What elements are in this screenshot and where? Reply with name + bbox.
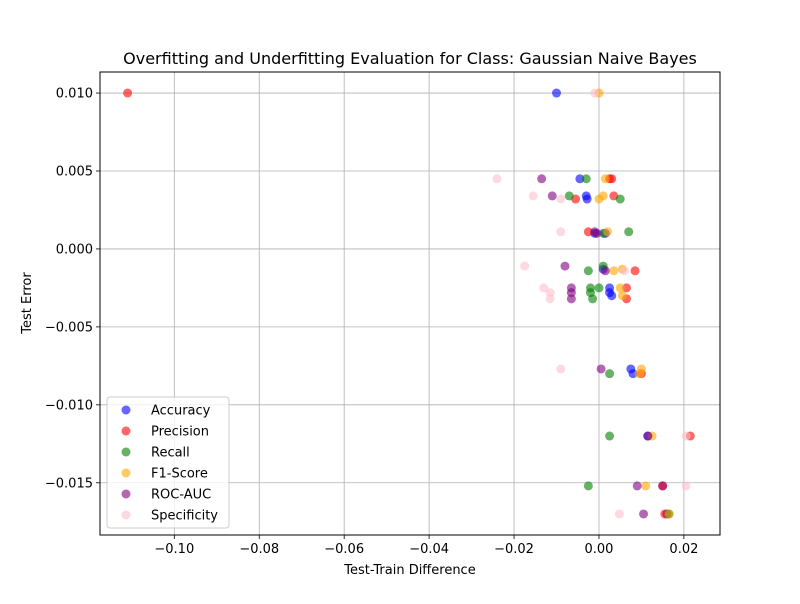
y-axis-label: Test Error — [20, 272, 35, 335]
x-axis-label: Test-Train Difference — [343, 563, 475, 578]
legend-label-accuracy: Accuracy — [151, 404, 211, 419]
x-tick-label: 0.00 — [584, 542, 613, 557]
roc-auc-point — [632, 481, 642, 491]
legend-marker-roc-auc — [121, 489, 131, 499]
recall-point — [564, 191, 574, 201]
specificity-point — [556, 227, 566, 237]
legend-label-f1-score: F1-Score — [151, 467, 208, 482]
f1-score-point — [634, 369, 644, 379]
accuracy-point — [552, 88, 562, 98]
legend-label-roc-auc: ROC-AUC — [151, 488, 211, 503]
legend-marker-accuracy — [121, 405, 131, 415]
x-tick-label: −0.10 — [154, 542, 194, 557]
legend-marker-recall — [121, 447, 131, 457]
precision-point — [583, 227, 593, 237]
precision-point — [622, 283, 632, 293]
accuracy-point — [605, 288, 615, 298]
y-tick-label: −0.005 — [45, 320, 93, 335]
f1-score-point — [641, 481, 651, 491]
y-tick-label: 0.000 — [56, 242, 93, 257]
recall-point — [583, 481, 593, 491]
legend-marker-specificity — [121, 510, 131, 520]
series-roc-auc — [537, 174, 653, 519]
specificity-point — [545, 294, 555, 304]
legend-marker-precision — [121, 426, 131, 436]
roc-auc-point — [547, 191, 557, 201]
precision-point — [123, 88, 133, 98]
precision-point — [630, 266, 640, 276]
specificity-point — [528, 191, 538, 201]
chart-title: Overfitting and Underfitting Evaluation … — [123, 49, 697, 68]
f1-score-point — [615, 283, 625, 293]
recall-point — [583, 266, 593, 276]
x-tick-label: −0.02 — [494, 542, 534, 557]
precision-point — [658, 481, 668, 491]
x-tick-label: 0.02 — [669, 542, 698, 557]
legend: Accuracy Precision Recall F1-Score ROC-AUC Sp… — [106, 396, 230, 529]
roc-auc-point — [639, 509, 649, 519]
x-tick-label: −0.08 — [239, 542, 279, 557]
precision-point — [607, 174, 617, 184]
x-axis-ticks: −0.10 −0.08 −0.06 −0.04 −0.02 0.00 0.02 — [154, 535, 698, 557]
specificity-point — [681, 431, 691, 441]
series-specificity — [492, 88, 691, 519]
x-tick-label: −0.04 — [409, 542, 449, 557]
roc-auc-point — [643, 431, 653, 441]
f1-score-point — [602, 227, 612, 237]
legend-label-specificity: Specificity — [151, 509, 218, 524]
legend-label-recall: Recall — [151, 446, 190, 461]
y-tick-label: 0.010 — [56, 87, 93, 102]
data-points — [123, 88, 695, 519]
recall-point — [624, 227, 634, 237]
recall-point — [594, 283, 604, 293]
roc-auc-point — [566, 288, 576, 298]
f1-score-point — [609, 266, 619, 276]
x-tick-label: −0.06 — [324, 542, 364, 557]
axes-frame — [99, 71, 721, 536]
accuracy-point — [582, 194, 592, 204]
specificity-point — [556, 194, 566, 204]
legend-box — [106, 396, 230, 529]
roc-auc-point — [566, 294, 576, 304]
roc-auc-point — [600, 266, 610, 276]
accuracy-point — [628, 369, 638, 379]
specificity-point — [590, 88, 600, 98]
recall-point — [615, 194, 625, 204]
specificity-point — [619, 266, 629, 276]
roc-auc-point — [592, 228, 602, 238]
y-axis-ticks: −0.015 −0.010 −0.005 0.000 0.005 0.010 — [45, 87, 100, 491]
f1-score-point — [617, 291, 627, 301]
y-tick-label: −0.010 — [45, 398, 93, 413]
legend-marker-f1-score — [121, 468, 131, 478]
specificity-point — [556, 364, 566, 374]
legend-label-precision: Precision — [151, 425, 209, 440]
f1-score-point — [598, 191, 608, 201]
specificity-point — [520, 261, 530, 271]
recall-point — [585, 288, 595, 298]
series-f1-score — [594, 88, 674, 519]
specificity-point — [614, 509, 624, 519]
accuracy-point — [575, 174, 585, 184]
f1-score-point — [600, 174, 610, 184]
y-tick-label: −0.015 — [45, 476, 93, 491]
specificity-point — [681, 481, 691, 491]
recall-point — [605, 369, 615, 379]
roc-auc-point — [537, 174, 547, 184]
specificity-point — [545, 288, 555, 298]
recall-point — [581, 174, 591, 184]
specificity-point — [539, 283, 549, 293]
y-tick-label: 0.005 — [56, 164, 93, 179]
specificity-point — [492, 174, 502, 184]
roc-auc-point — [596, 364, 606, 374]
recall-point — [605, 431, 615, 441]
f1-score-point — [664, 509, 674, 519]
roc-auc-point — [560, 261, 570, 271]
